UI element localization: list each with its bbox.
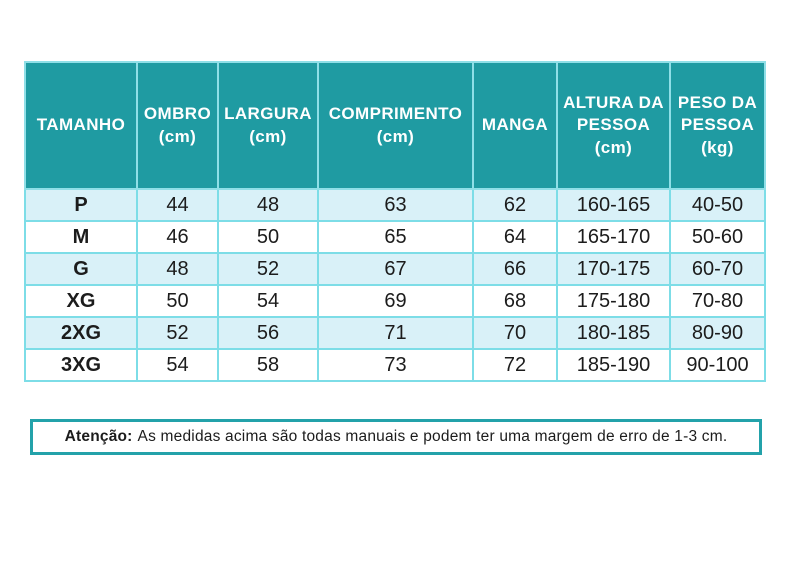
size-cell: M [24, 220, 138, 254]
value-cell: 67 [317, 252, 474, 286]
value-cell: 60-70 [669, 252, 766, 286]
value-cell: 160-165 [556, 188, 671, 222]
value-cell: 58 [217, 348, 319, 382]
value-cell: 44 [136, 188, 219, 222]
value-cell: 46 [136, 220, 219, 254]
header-label: OMBRO [143, 104, 212, 124]
size-cell: 3XG [24, 348, 138, 382]
value-cell: 50 [136, 284, 219, 318]
header-label: PESO DA PESSOA [677, 93, 758, 135]
header-row: TAMANHO OMBRO (cm) LARGURA (cm) COMPRIME… [24, 61, 766, 190]
value-cell: 170-175 [556, 252, 671, 286]
value-cell: 90-100 [669, 348, 766, 382]
table-row-3xg: 3XG 54 58 73 72 185-190 90-100 [24, 348, 766, 382]
note-box: Atenção: As medidas acima são todas manu… [30, 419, 762, 455]
value-cell: 48 [136, 252, 219, 286]
value-cell: 165-170 [556, 220, 671, 254]
value-cell: 63 [317, 188, 474, 222]
header-unit: (cm) [376, 126, 415, 146]
value-cell: 54 [136, 348, 219, 382]
value-cell: 62 [472, 188, 558, 222]
value-cell: 72 [472, 348, 558, 382]
value-cell: 65 [317, 220, 474, 254]
header-unit: (cm) [158, 126, 197, 146]
value-cell: 52 [217, 252, 319, 286]
size-cell: G [24, 252, 138, 286]
value-cell: 50-60 [669, 220, 766, 254]
size-chart-table: TAMANHO OMBRO (cm) LARGURA (cm) COMPRIME… [24, 61, 766, 382]
note-label: Atenção: [64, 428, 133, 445]
header-unit: (kg) [701, 137, 734, 157]
header-label: MANGA [481, 115, 549, 135]
header-unit: (cm) [594, 137, 633, 157]
header-cell-altura: ALTURA DA PESSOA (cm) [556, 61, 671, 190]
header-cell-comprimento: COMPRIMENTO (cm) [317, 61, 474, 190]
value-cell: 54 [217, 284, 319, 318]
header-cell-manga: MANGA [472, 61, 558, 190]
value-cell: 73 [317, 348, 474, 382]
header-label: COMPRIMENTO [328, 104, 463, 124]
value-cell: 175-180 [556, 284, 671, 318]
value-cell: 66 [472, 252, 558, 286]
value-cell: 71 [317, 316, 474, 350]
header-label: ALTURA DA PESSOA [563, 93, 664, 135]
header-cell-tamanho: TAMANHO [24, 61, 138, 190]
table-row-xg: XG 50 54 69 68 175-180 70-80 [24, 284, 766, 318]
header-cell-largura: LARGURA (cm) [217, 61, 319, 190]
value-cell: 40-50 [669, 188, 766, 222]
table-row-m: M 46 50 65 64 165-170 50-60 [24, 220, 766, 254]
table-row-2xg: 2XG 52 56 71 70 180-185 80-90 [24, 316, 766, 350]
size-cell: XG [24, 284, 138, 318]
table-row-g: G 48 52 67 66 170-175 60-70 [24, 252, 766, 286]
size-cell: 2XG [24, 316, 138, 350]
value-cell: 56 [217, 316, 319, 350]
value-cell: 70-80 [669, 284, 766, 318]
value-cell: 64 [472, 220, 558, 254]
value-cell: 48 [217, 188, 319, 222]
value-cell: 80-90 [669, 316, 766, 350]
note-text: As medidas acima são todas manuais e pod… [137, 428, 728, 445]
value-cell: 69 [317, 284, 474, 318]
value-cell: 185-190 [556, 348, 671, 382]
value-cell: 52 [136, 316, 219, 350]
header-label: LARGURA [224, 104, 312, 124]
value-cell: 180-185 [556, 316, 671, 350]
header-cell-ombro: OMBRO (cm) [136, 61, 219, 190]
value-cell: 50 [217, 220, 319, 254]
table-row-p: P 44 48 63 62 160-165 40-50 [24, 188, 766, 222]
header-label: TAMANHO [36, 115, 126, 135]
header-cell-peso: PESO DA PESSOA (kg) [669, 61, 766, 190]
value-cell: 70 [472, 316, 558, 350]
header-unit: (cm) [249, 126, 287, 146]
size-cell: P [24, 188, 138, 222]
value-cell: 68 [472, 284, 558, 318]
